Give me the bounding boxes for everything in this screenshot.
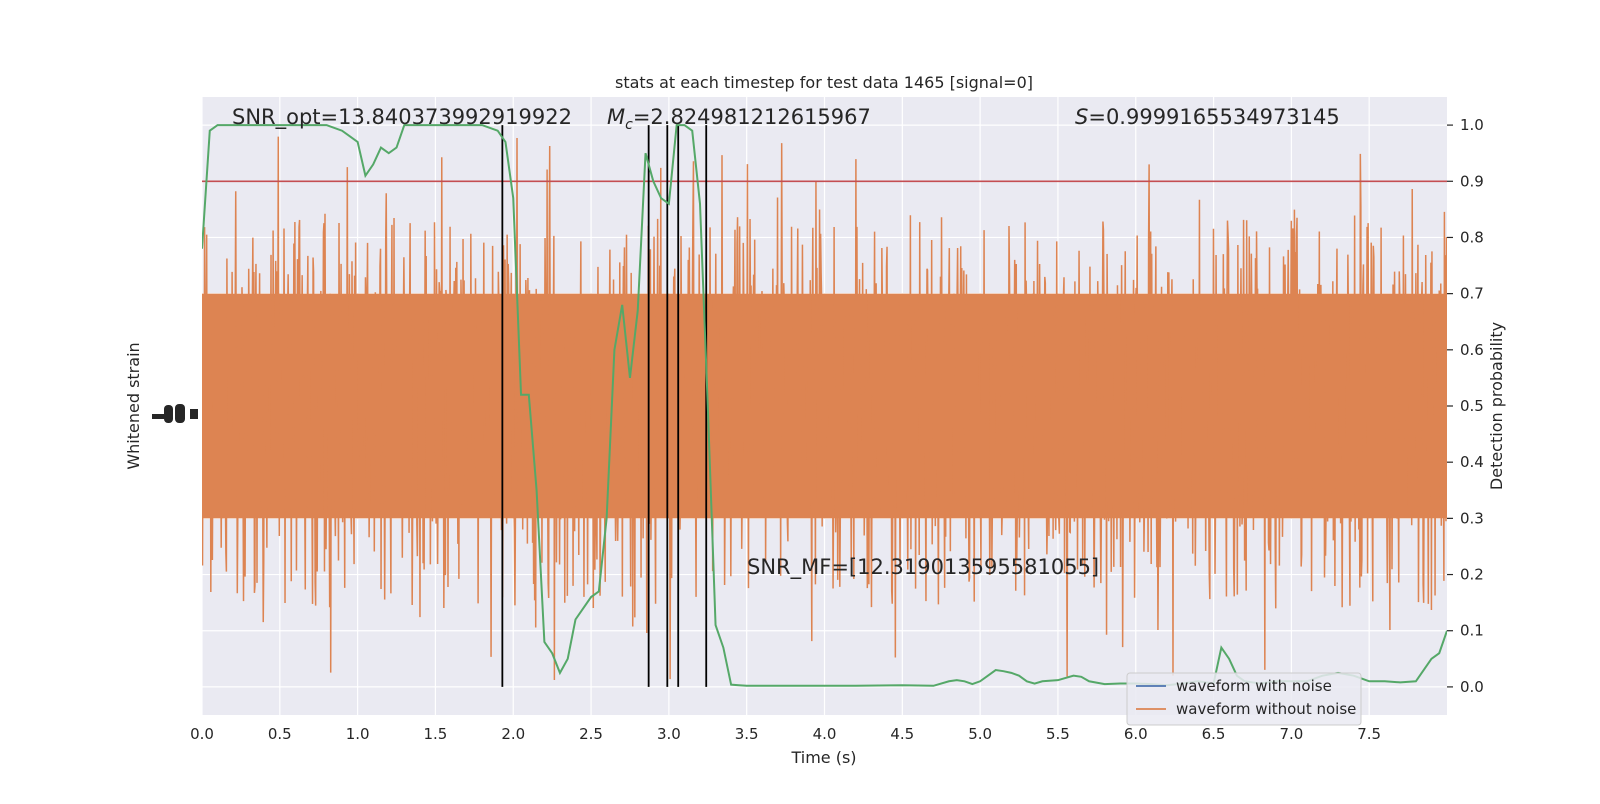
y-tick-label-6: 0.6 [1460,341,1484,359]
x-tick-label-6: 3.0 [657,725,681,743]
waveform-without-noise-series [202,136,1447,681]
x-tick-label-13: 6.5 [1202,725,1226,743]
s-annotation: S=0.9999165534973145 [1075,105,1340,129]
legend: waveform with noise waveform without noi… [1126,672,1362,726]
snr-mf-annotation: SNR_MF=[12.319013595581055] [747,555,1099,580]
chirp-mass-value: =2.824981212615967 [633,105,871,129]
x-tick-label-7: 3.5 [735,725,759,743]
x-axis-ticks: 0.0 0.5 1.0 1.5 2.0 2.5 3.0 3.5 4.0 4.5 5.0 5.5 6.0 6… [190,725,1381,743]
x-tick-label-10: 5.0 [968,725,992,743]
waveform-without-noise-line [202,136,1447,681]
chirp-mass-subscript: c [625,117,633,133]
y-tick-label-10: 1.0 [1460,116,1484,134]
chirp-mass-symbol: M [607,105,625,129]
vertical-markers [501,125,708,687]
y-tick-label-9: 0.9 [1460,172,1484,190]
x-tick-label-12: 6.0 [1124,725,1148,743]
x-tick-label-11: 5.5 [1046,725,1070,743]
detection-probability-line [202,124,1447,687]
x-tick-label-4: 2.0 [501,725,525,743]
x-tick-label-0: 0.0 [190,725,214,743]
x-tick-label-8: 4.0 [813,725,837,743]
left-axis-overlap-marks [152,404,198,423]
chart-title: stats at each timestep for test data 146… [615,73,1033,92]
s-symbol: S [1075,105,1088,129]
x-tick-label-3: 1.5 [424,725,448,743]
y-tick-label-8: 0.8 [1460,228,1484,246]
y-tick-label-7: 0.7 [1460,285,1484,303]
y-right-axis-label: Detection probability [1487,322,1506,490]
y-left-axis-label: Whitened strain [124,342,143,469]
x-tick-label-9: 4.5 [890,725,914,743]
x-tick-label-14: 7.0 [1279,725,1303,743]
legend-label-with-noise: waveform with noise [1176,677,1332,695]
x-axis-label: Time (s) [790,748,856,767]
detection-probability-layer [202,124,1447,687]
y-right-axis-ticks: 0.0 0.1 0.2 0.3 0.4 0.5 0.6 0.7 0.8 0.9 1.0 [1447,116,1484,696]
y-tick-label-0: 0.0 [1460,678,1484,696]
x-tick-label-1: 0.5 [268,725,292,743]
x-tick-label-5: 2.5 [579,725,603,743]
y-tick-label-5: 0.5 [1460,397,1484,415]
chirp-mass-annotation: Mc=2.824981212615967 [607,105,871,133]
y-tick-label-2: 0.2 [1460,566,1484,584]
y-tick-label-1: 0.1 [1460,622,1484,640]
x-tick-label-15: 7.5 [1357,725,1381,743]
legend-label-without-noise: waveform without noise [1176,700,1356,718]
snr-opt-annotation: SNR_opt=13.840373992919922 [232,105,572,130]
y-tick-label-3: 0.3 [1460,509,1484,527]
s-value: =0.9999165534973145 [1088,105,1339,129]
y-tick-label-4: 0.4 [1460,453,1484,471]
x-tick-label-2: 1.0 [346,725,370,743]
